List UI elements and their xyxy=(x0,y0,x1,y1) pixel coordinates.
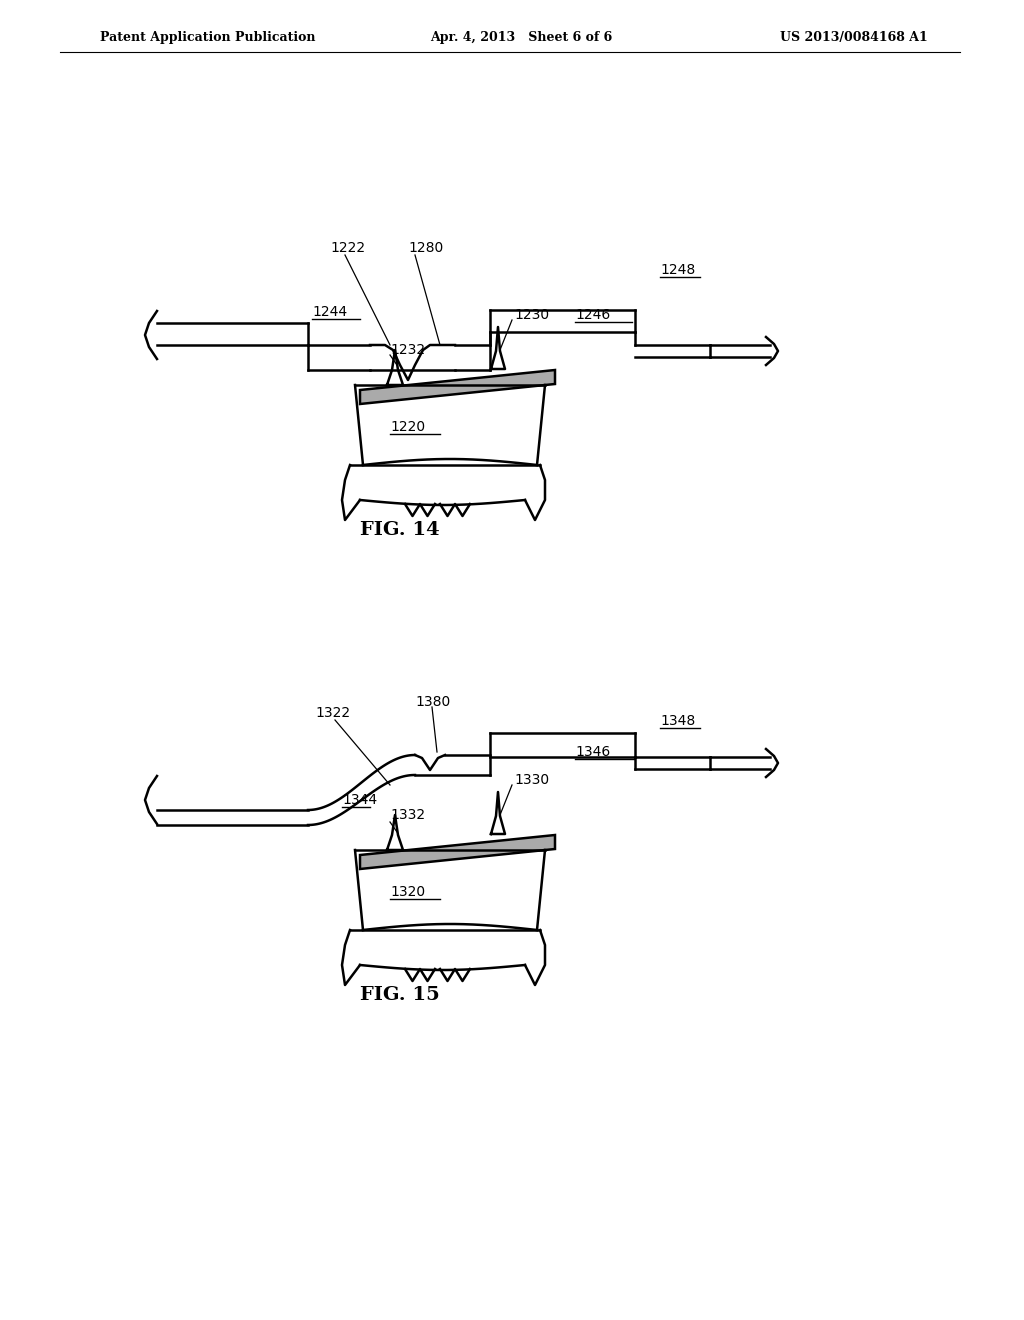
Text: 1220: 1220 xyxy=(390,420,425,434)
Text: 1332: 1332 xyxy=(390,808,425,822)
Text: FIG. 15: FIG. 15 xyxy=(360,986,440,1005)
Text: 1320: 1320 xyxy=(390,884,425,899)
Text: 1322: 1322 xyxy=(315,706,350,719)
Text: 1230: 1230 xyxy=(514,308,549,322)
Text: 1248: 1248 xyxy=(660,263,695,277)
Text: 1344: 1344 xyxy=(342,793,377,807)
Text: 1280: 1280 xyxy=(408,242,443,255)
Text: 1348: 1348 xyxy=(660,714,695,729)
Text: 1330: 1330 xyxy=(514,774,549,787)
Text: Apr. 4, 2013   Sheet 6 of 6: Apr. 4, 2013 Sheet 6 of 6 xyxy=(430,30,612,44)
Polygon shape xyxy=(360,370,555,404)
Text: Patent Application Publication: Patent Application Publication xyxy=(100,30,315,44)
Text: 1222: 1222 xyxy=(330,242,366,255)
Text: US 2013/0084168 A1: US 2013/0084168 A1 xyxy=(780,30,928,44)
Text: 1246: 1246 xyxy=(575,308,610,322)
Text: 1244: 1244 xyxy=(312,305,347,319)
Text: 1346: 1346 xyxy=(575,744,610,759)
Text: 1232: 1232 xyxy=(390,343,425,356)
Text: FIG. 14: FIG. 14 xyxy=(360,521,440,539)
Polygon shape xyxy=(360,836,555,869)
Text: 1380: 1380 xyxy=(415,696,451,709)
